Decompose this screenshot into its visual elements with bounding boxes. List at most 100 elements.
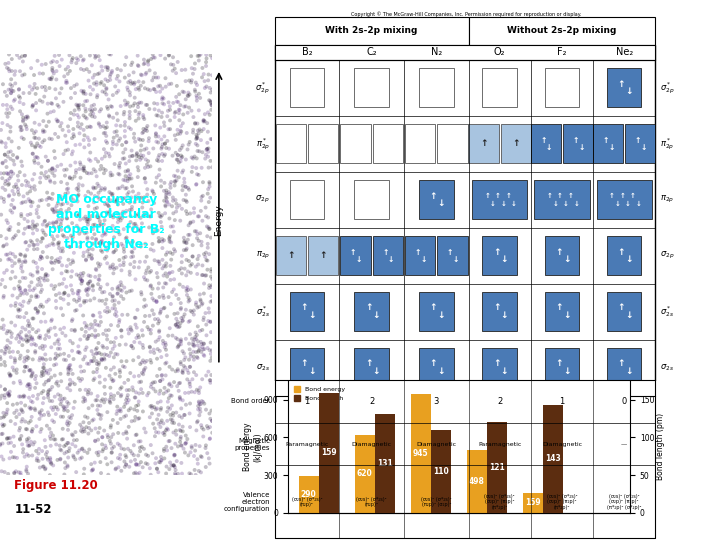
Point (6, 318, 17, 327)
Point (158, 389, 169, 398)
Point (165, 275, 176, 284)
Point (126, 193, 138, 202)
Text: ↑: ↑ (572, 136, 579, 145)
Point (120, 100, 131, 109)
Point (101, 85, 112, 93)
Point (65, 414, 76, 423)
Point (2, 112, 14, 121)
Point (186, 387, 197, 396)
Point (120, 340, 132, 349)
Point (128, 451, 140, 460)
Point (120, 396, 132, 404)
Point (98, 169, 109, 178)
Point (90, 331, 102, 340)
Point (154, 377, 166, 386)
Point (5, 172, 17, 181)
Point (184, 399, 196, 408)
Point (181, 366, 193, 375)
Text: MO occupancy
and molecular
properties for B₂
through Ne₂: MO occupancy and molecular properties fo… (48, 193, 164, 252)
Point (50, 94, 62, 103)
Point (124, 157, 135, 165)
Point (152, 345, 163, 353)
Point (67, 378, 78, 387)
Point (85, 320, 96, 329)
Point (155, 423, 166, 431)
Point (152, 399, 163, 407)
Point (192, 260, 204, 269)
Point (0, 315, 9, 324)
Point (54, 395, 66, 403)
Point (184, 469, 195, 478)
Point (51, 218, 63, 227)
Point (170, 426, 181, 435)
Point (203, 304, 215, 313)
Point (156, 453, 167, 461)
Point (84, 296, 96, 305)
Point (57, 247, 68, 255)
Point (112, 389, 124, 397)
Point (40, 368, 52, 377)
Point (15, 379, 27, 388)
Point (147, 187, 158, 196)
Point (9, 70, 20, 79)
Point (12, 153, 23, 161)
Point (17, 341, 28, 349)
Point (82, 279, 94, 288)
Point (4, 127, 16, 136)
Point (184, 261, 196, 270)
Point (190, 470, 202, 479)
Point (196, 127, 207, 136)
Text: Valence
electron
configuration: Valence electron configuration (223, 492, 270, 512)
Point (17, 408, 29, 416)
Point (118, 258, 130, 267)
Point (26, 427, 37, 435)
Point (81, 168, 93, 177)
Point (103, 202, 114, 211)
Point (66, 286, 78, 294)
Point (76, 453, 88, 462)
Point (157, 244, 168, 252)
Point (17, 198, 29, 207)
Point (4, 226, 15, 234)
Point (72, 122, 84, 131)
Point (155, 397, 166, 406)
Point (169, 247, 181, 255)
Point (23, 451, 35, 460)
Point (43, 386, 55, 395)
Point (46, 232, 58, 240)
Point (130, 320, 141, 329)
Point (32, 153, 43, 162)
Point (36, 447, 48, 455)
Point (150, 87, 162, 96)
Point (86, 426, 97, 435)
Point (114, 405, 126, 414)
Point (176, 337, 187, 346)
Point (78, 55, 89, 64)
Point (88, 350, 99, 359)
Point (0, 251, 12, 259)
Point (80, 192, 91, 200)
Point (150, 132, 161, 141)
Point (194, 407, 206, 416)
Point (180, 246, 192, 254)
Point (122, 78, 134, 86)
Point (0, 391, 11, 400)
Point (118, 261, 130, 269)
Point (86, 251, 97, 260)
Point (96, 184, 107, 193)
Point (146, 186, 158, 195)
Point (47, 165, 58, 173)
Point (27, 150, 38, 158)
Point (189, 65, 200, 73)
Point (102, 77, 114, 85)
Point (134, 98, 145, 107)
Point (95, 246, 107, 255)
Point (5, 147, 17, 156)
Point (54, 62, 66, 70)
Point (161, 346, 172, 354)
Point (175, 303, 186, 312)
Point (167, 411, 179, 420)
Point (4, 223, 16, 232)
Point (23, 335, 35, 343)
Point (182, 109, 194, 117)
